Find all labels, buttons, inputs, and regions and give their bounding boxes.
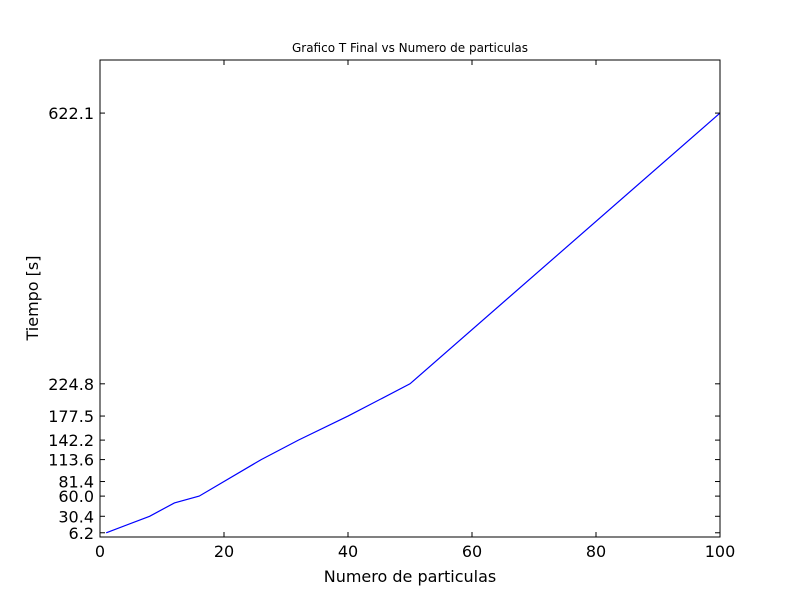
y-axis-label: Tiempo [s] [23,255,42,341]
x-axis-label: Numero de particulas [324,567,497,586]
x-tick-label: 80 [586,542,606,561]
y-tick-label: 6.2 [69,524,94,543]
x-tick-label: 0 [95,542,105,561]
y-tick-label: 142.2 [48,431,94,450]
y-tick-label: 81.4 [58,473,94,492]
y-tick-label: 224.8 [48,375,94,394]
y-tick-label: 622.1 [48,104,94,123]
y-tick-label: 113.6 [48,451,94,470]
y-tick-label: 60.0 [58,487,94,506]
chart-title: Grafico T Final vs Numero de particulas [292,41,528,55]
x-tick-label: 60 [462,542,482,561]
x-tick-label: 20 [214,542,234,561]
y-tick-label: 30.4 [58,507,94,526]
plot-frame [99,59,721,538]
y-tick-label: 177.5 [48,407,94,426]
series-line-1 [105,112,721,534]
x-tick-label: 40 [338,542,358,561]
x-tick-label: 100 [705,542,736,561]
